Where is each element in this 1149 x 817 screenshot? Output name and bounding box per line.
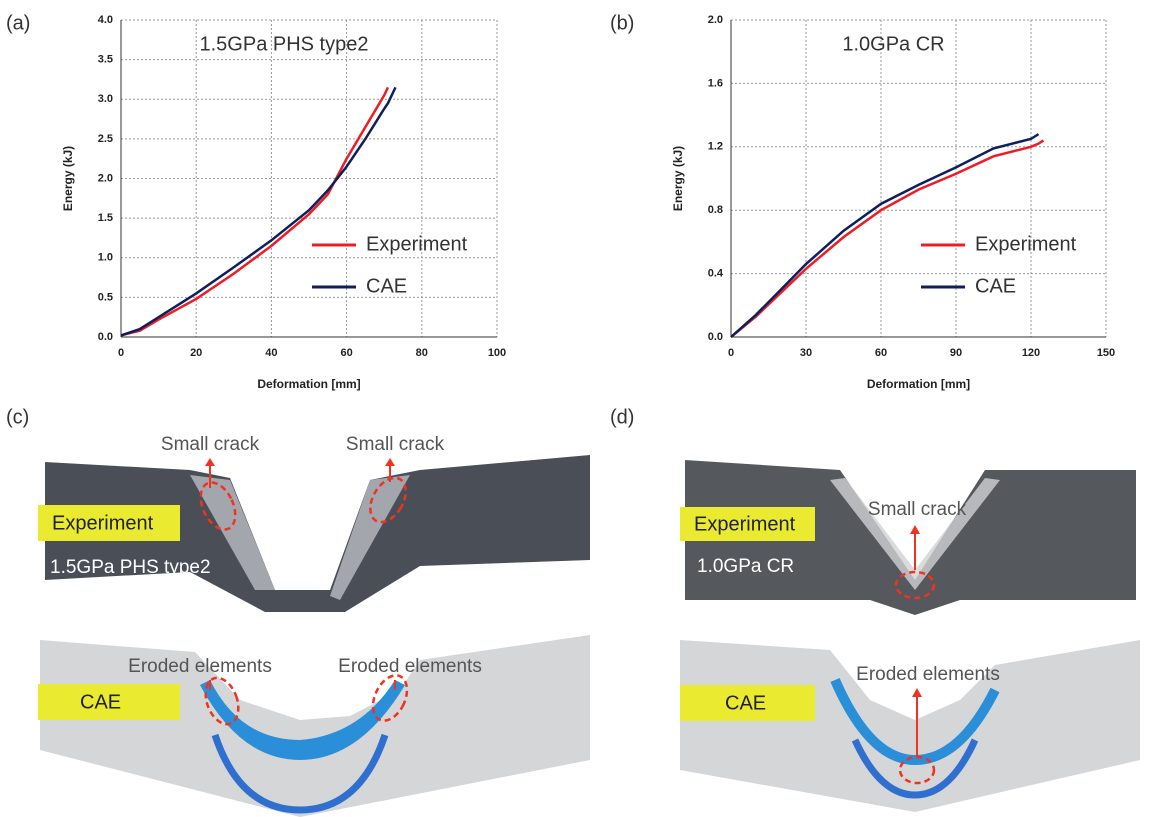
x-tick-label: 30 bbox=[800, 347, 812, 359]
x-axis-title: Deformation [mm] bbox=[257, 377, 360, 391]
y-axis-title: Energy (kJ) bbox=[61, 146, 75, 211]
legend-label: Experiment bbox=[366, 233, 468, 255]
y-tick-label: 2.5 bbox=[98, 133, 113, 145]
panel-label: (c) bbox=[6, 406, 29, 428]
cae-model bbox=[680, 640, 1140, 812]
y-tick-label: 3.5 bbox=[98, 54, 113, 66]
x-tick-label: 80 bbox=[416, 347, 428, 359]
y-tick-label: 2.0 bbox=[98, 172, 113, 184]
y-tick-label: 0.5 bbox=[98, 291, 113, 303]
tag: CAE bbox=[80, 691, 121, 713]
y-tick-label: 1.2 bbox=[708, 141, 723, 153]
annotation: 1.0GPa CR bbox=[842, 33, 944, 55]
legend-label: CAE bbox=[366, 275, 407, 297]
data-line bbox=[730, 139, 1045, 338]
experiment-photo bbox=[685, 460, 1136, 615]
annotation: 1.5GPa PHS type2 bbox=[200, 33, 369, 55]
y-tick-label: 1.5 bbox=[98, 212, 113, 224]
x-tick-label: 60 bbox=[340, 347, 352, 359]
panel-label: (a) bbox=[6, 12, 30, 34]
y-tick-label: 1.0 bbox=[98, 252, 113, 264]
cae-model bbox=[40, 635, 590, 817]
x-axis-title: Deformation [mm] bbox=[867, 377, 970, 391]
tag: CAE bbox=[725, 692, 766, 714]
x-tick-label: 40 bbox=[265, 347, 277, 359]
x-tick-label: 120 bbox=[1022, 347, 1040, 359]
tag-box bbox=[38, 505, 180, 541]
data-line bbox=[120, 86, 397, 337]
tag-box bbox=[680, 507, 815, 541]
x-tick-label: 0 bbox=[728, 347, 734, 359]
y-tick-label: 0.8 bbox=[708, 204, 723, 216]
tag-box bbox=[38, 684, 180, 720]
data-line bbox=[730, 133, 1040, 338]
y-tick-label: 3.0 bbox=[98, 93, 113, 105]
material-label: 1.0GPa CR bbox=[697, 556, 794, 577]
experiment-photo bbox=[45, 455, 590, 612]
annotation: Eroded elements bbox=[856, 664, 1000, 685]
y-tick-label: 0.4 bbox=[708, 268, 724, 280]
tag-box bbox=[680, 685, 815, 721]
panel-label: (d) bbox=[610, 406, 634, 428]
x-tick-label: 20 bbox=[190, 347, 202, 359]
annotation: Small crack bbox=[346, 434, 445, 455]
y-tick-label: 4.0 bbox=[98, 14, 113, 26]
material-label: 1.5GPa PHS type2 bbox=[50, 557, 211, 578]
annotation: Eroded elements bbox=[338, 656, 482, 677]
y-tick-label: 2.0 bbox=[708, 14, 723, 26]
annotation: Eroded elements bbox=[128, 656, 272, 677]
y-axis-title: Energy (kJ) bbox=[671, 146, 685, 211]
legend-label: CAE bbox=[975, 275, 1016, 297]
x-tick-label: 150 bbox=[1097, 347, 1115, 359]
x-tick-label: 90 bbox=[950, 347, 962, 359]
y-tick-label: 0.0 bbox=[98, 331, 113, 343]
y-tick-label: 0.0 bbox=[708, 331, 723, 343]
x-tick-label: 100 bbox=[488, 347, 506, 359]
tag: Experiment bbox=[694, 513, 796, 535]
data-line bbox=[120, 86, 390, 337]
x-tick-label: 60 bbox=[875, 347, 887, 359]
annotation: Small crack bbox=[868, 499, 967, 520]
x-tick-label: 0 bbox=[118, 347, 124, 359]
y-tick-label: 1.6 bbox=[708, 77, 723, 89]
legend-label: Experiment bbox=[975, 233, 1077, 255]
tag: Experiment bbox=[52, 512, 154, 534]
panel-label: (b) bbox=[610, 12, 634, 34]
annotation: Small crack bbox=[161, 434, 260, 455]
